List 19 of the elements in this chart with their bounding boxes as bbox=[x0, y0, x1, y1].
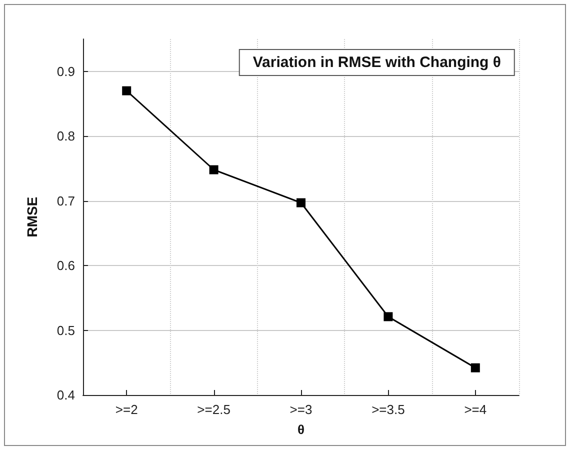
point bbox=[296, 198, 306, 208]
text: Variation in RMSE with Changing θ bbox=[252, 54, 502, 71]
point bbox=[384, 312, 393, 322]
x-tick-label: >=3.5 bbox=[372, 402, 405, 417]
y-tick-label: 0.7 bbox=[56, 193, 75, 208]
x-tick-label: >=2.5 bbox=[197, 402, 230, 417]
y-tick-label: 0.8 bbox=[56, 128, 75, 144]
point bbox=[122, 86, 132, 96]
y-tick-label: 0.4 bbox=[56, 388, 75, 402]
x-tick-label: >=4 bbox=[464, 402, 487, 417]
x-axis-title: θ bbox=[297, 422, 305, 437]
y-axis-title: RMSE bbox=[24, 196, 40, 238]
y-tick-label: 0.9 bbox=[56, 64, 75, 79]
x-tick-label: >=3 bbox=[290, 402, 312, 417]
y-tick-label: 0.6 bbox=[56, 258, 75, 274]
x-tick-label: >=2 bbox=[115, 402, 138, 417]
point bbox=[470, 363, 480, 372]
y-tick-label: 0.5 bbox=[56, 322, 75, 338]
point bbox=[209, 165, 218, 174]
